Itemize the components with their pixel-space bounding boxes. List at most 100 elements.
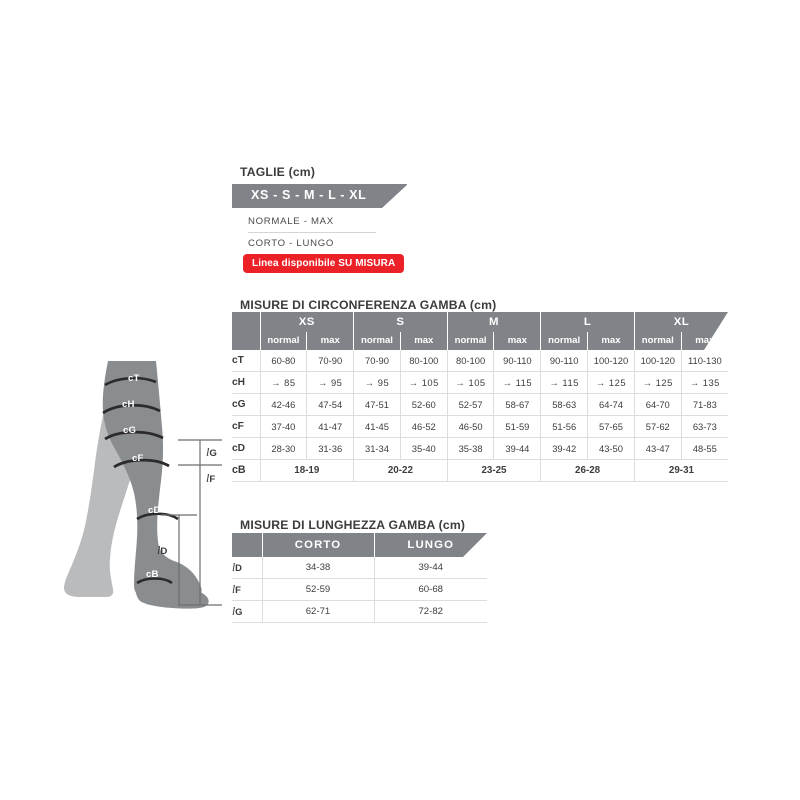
cell-cB-l: 26-28 xyxy=(540,459,635,482)
header-size-l: L xyxy=(540,312,635,332)
cell-cG-m-max: 58-67 xyxy=(493,393,542,416)
length-table-head: CORTO LUNGO xyxy=(232,533,487,557)
subheader-l-max: max xyxy=(587,332,635,350)
cell-cG-xs-max: 47-54 xyxy=(306,393,355,416)
row-label-cF: cF xyxy=(232,415,261,438)
cell-cG-m-normal: 52-57 xyxy=(447,393,495,416)
row-label-cH: cH xyxy=(232,371,261,394)
leg-measurement-diagram: cT cH cG cF cD cB lG lF lD xyxy=(60,355,235,625)
subheader-xs-normal: normal xyxy=(260,332,308,350)
cell-cT-m-max: 90-110 xyxy=(493,350,542,372)
cell-cG-l-max: 64-74 xyxy=(587,393,635,416)
cell-cG-s-max: 52-60 xyxy=(400,393,448,416)
cell-lF-lungo: 60-68 xyxy=(374,578,487,601)
leg-diagram-svg xyxy=(64,361,222,609)
cell-cF-s-max: 46-52 xyxy=(400,415,448,438)
cell-lD-corto: 34-38 xyxy=(262,557,375,579)
cell-cG-xl-normal: 64-70 xyxy=(634,393,682,416)
cell-cD-xs-normal: 28-30 xyxy=(260,437,308,460)
band-line-cH xyxy=(102,403,161,415)
cell-cH-m-normal: → 105 xyxy=(447,371,495,394)
band-line-cT xyxy=(104,376,157,387)
cell-cF-xl-max: 63-73 xyxy=(681,415,728,438)
subheader-s-max: max xyxy=(400,332,448,350)
cell-cH-xs-normal: → 85 xyxy=(260,371,308,394)
cell-cG-xl-max: 71-83 xyxy=(681,393,728,416)
status-badge-su-misura: Linea disponibile SU MISURA xyxy=(243,254,405,273)
cell-cD-l-normal: 39-42 xyxy=(540,437,589,460)
length-section-title: MISURE DI LUNGHEZZA GAMBA (cm) xyxy=(240,518,466,532)
cell-cT-xs-normal: 60-80 xyxy=(260,350,308,372)
table-row: lF 52-59 60-68 xyxy=(232,578,487,601)
row-label-cT: cT xyxy=(232,350,261,372)
status-badge-label: Linea disponibile SU MISURA xyxy=(252,258,396,269)
subheader-s-normal: normal xyxy=(353,332,401,350)
cell-cT-m-normal: 80-100 xyxy=(447,350,495,372)
circumference-table-body: cT 60-80 70-90 70-90 80-100 80-100 90-11… xyxy=(232,350,728,482)
cell-cH-l-normal: → 115 xyxy=(540,371,589,394)
divider-1 xyxy=(248,232,376,233)
cell-cD-s-normal: 31-34 xyxy=(353,437,401,460)
cell-cB-xl: 29-31 xyxy=(634,459,728,482)
cell-cT-xl-max: 110-130 xyxy=(681,350,728,372)
cell-cG-l-normal: 58-63 xyxy=(540,393,589,416)
subheader-m-normal: normal xyxy=(447,332,495,350)
band-line-cG xyxy=(104,430,164,441)
cell-cF-l-max: 57-65 xyxy=(587,415,635,438)
cell-cT-xs-max: 70-90 xyxy=(306,350,355,372)
subheader-l-normal: normal xyxy=(540,332,589,350)
cell-cH-s-normal: → 95 xyxy=(353,371,401,394)
length-table: CORTO LUNGO lD 34-38 39-44 lF 52-59 60-6… xyxy=(232,533,487,623)
table-row: cH → 85 → 95 → 95 → 105 → 105 → 115 → 11… xyxy=(232,371,728,394)
header-size-xl: XL xyxy=(634,312,728,332)
cell-cG-xs-normal: 42-46 xyxy=(260,393,308,416)
taglie-section-title: TAGLIE (cm) xyxy=(240,165,316,179)
cell-cF-m-normal: 46-50 xyxy=(447,415,495,438)
table-row: cT 60-80 70-90 70-90 80-100 80-100 90-11… xyxy=(232,350,728,372)
subheader-xl-normal: normal xyxy=(634,332,682,350)
cell-cF-xs-normal: 37-40 xyxy=(260,415,308,438)
table-row: lG 62-71 72-82 xyxy=(232,600,487,623)
subheader-m-max: max xyxy=(493,332,542,350)
band-line-cD xyxy=(136,512,179,521)
header-size-m: M xyxy=(447,312,542,332)
cell-cB-m: 23-25 xyxy=(447,459,542,482)
cell-cH-xl-normal: → 125 xyxy=(634,371,682,394)
table-row: cB 18-19 20-22 23-25 26-28 29-31 xyxy=(232,459,728,482)
cell-cT-s-normal: 70-90 xyxy=(353,350,401,372)
header-corner-cell xyxy=(232,312,261,350)
cell-cH-xl-max: → 135 xyxy=(681,371,728,394)
band-line-cB xyxy=(136,577,173,585)
cell-lG-lungo: 72-82 xyxy=(374,600,487,623)
cell-cD-m-normal: 35-38 xyxy=(447,437,495,460)
cell-cH-s-max: → 105 xyxy=(400,371,448,394)
circumference-subheader-row: normal max normal max normal max normal … xyxy=(232,332,728,350)
cell-cH-l-max: → 125 xyxy=(587,371,635,394)
row-label-lD: lD xyxy=(232,557,263,579)
circumference-table: XS S M L XL normal max normal max normal… xyxy=(232,312,728,482)
cell-cT-xl-normal: 100-120 xyxy=(634,350,682,372)
subheader-xl-max: max xyxy=(681,332,728,350)
band-line-cF xyxy=(113,458,170,469)
cell-cD-l-max: 43-50 xyxy=(587,437,635,460)
circumference-size-header-row: XS S M L XL xyxy=(232,312,728,350)
table-row: cF 37-40 41-47 41-45 46-52 46-50 51-59 5… xyxy=(232,415,728,438)
sizes-bar-label: XS - S - M - L - XL xyxy=(251,188,367,202)
row-label-lG: lG xyxy=(232,600,263,623)
cell-cB-xs: 18-19 xyxy=(260,459,355,482)
row-label-cD: cD xyxy=(232,437,261,460)
row-label-lF: lF xyxy=(232,578,263,601)
length-table-body: lD 34-38 39-44 lF 52-59 60-68 lG 62-71 7… xyxy=(232,557,487,623)
cell-cT-l-max: 100-120 xyxy=(587,350,635,372)
cell-cF-l-normal: 51-56 xyxy=(540,415,589,438)
circumference-table-head: XS S M L XL normal max normal max normal… xyxy=(232,312,728,350)
sizes-bar: XS - S - M - L - XL xyxy=(232,184,407,208)
cell-cF-m-max: 51-59 xyxy=(493,415,542,438)
cell-lF-corto: 52-59 xyxy=(262,578,375,601)
front-foot-shape xyxy=(135,583,209,609)
length-header-corto: CORTO xyxy=(262,533,375,557)
cell-cH-xs-max: → 95 xyxy=(306,371,355,394)
cell-lG-corto: 62-71 xyxy=(262,600,375,623)
cell-cF-s-normal: 41-45 xyxy=(353,415,401,438)
circumference-section-title: MISURE DI CIRCONFERENZA GAMBA (cm) xyxy=(240,298,497,312)
